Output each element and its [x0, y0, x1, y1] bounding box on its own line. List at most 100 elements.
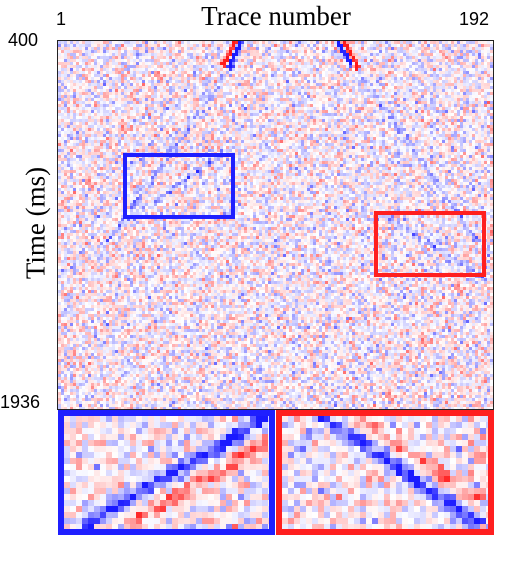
- seismic-cell: [349, 53, 353, 57]
- seismic-cell: [73, 71, 77, 75]
- seismic-cell: [187, 44, 191, 48]
- seismic-cell: [190, 86, 194, 90]
- seismic-cell: [187, 95, 191, 99]
- seismic-cell: [67, 119, 71, 123]
- seismic-cell: [151, 80, 155, 84]
- seismic-cell: [187, 77, 191, 81]
- seismic-cell: [112, 56, 116, 60]
- seismic-cell: [424, 140, 428, 144]
- seismic-cell: [76, 98, 80, 102]
- seismic-cell: [124, 56, 128, 60]
- seismic-cell: [265, 83, 269, 87]
- seismic-cell: [148, 92, 152, 96]
- seismic-cell: [238, 110, 242, 114]
- seismic-cell: [484, 134, 488, 138]
- seismic-cell: [190, 59, 194, 63]
- seismic-cell: [124, 119, 128, 123]
- seismic-cell: [187, 62, 191, 66]
- seismic-cell: [376, 53, 380, 57]
- seismic-cell: [460, 101, 464, 105]
- seismic-cell: [193, 95, 197, 99]
- seismic-cell: [142, 83, 146, 87]
- seismic-cell: [226, 140, 230, 144]
- seismic-cell: [166, 68, 170, 72]
- seismic-cell: [460, 71, 464, 75]
- seismic-cell: [370, 77, 374, 81]
- seismic-cell: [259, 98, 263, 102]
- seismic-cell: [286, 86, 290, 90]
- seismic-cell: [286, 41, 290, 45]
- seismic-cell: [97, 134, 101, 138]
- seismic-cell: [190, 107, 194, 111]
- seismic-cell: [226, 128, 230, 132]
- seismic-cell: [289, 77, 293, 81]
- seismic-cell: [379, 50, 383, 54]
- seismic-cell: [346, 113, 350, 117]
- seismic-cell: [358, 137, 362, 141]
- seismic-cell: [298, 125, 302, 129]
- seismic-cell: [427, 59, 431, 63]
- seismic-cell: [169, 83, 173, 87]
- seismic-cell: [463, 56, 467, 60]
- seismic-cell: [373, 74, 377, 78]
- seismic-cell: [61, 86, 65, 90]
- seismic-cell: [199, 128, 203, 132]
- seismic-cell: [433, 71, 437, 75]
- seismic-cell: [463, 89, 467, 93]
- seismic-cell: [256, 68, 260, 72]
- seismic-cell: [376, 110, 380, 114]
- seismic-cell: [442, 107, 446, 111]
- seismic-cell: [187, 128, 191, 132]
- seismic-cell: [136, 89, 140, 93]
- seismic-cell: [427, 86, 431, 90]
- seismic-cell: [289, 128, 293, 132]
- seismic-cell: [439, 62, 443, 66]
- seismic-cell: [67, 44, 71, 48]
- seismic-cell: [124, 107, 128, 111]
- seismic-cell: [271, 104, 275, 108]
- seismic-cell: [154, 89, 158, 93]
- seismic-cell: [109, 86, 113, 90]
- seismic-cell: [295, 107, 299, 111]
- seismic-cell: [454, 140, 458, 144]
- seismic-cell: [184, 107, 188, 111]
- seismic-cell: [184, 68, 188, 72]
- seismic-cell: [130, 83, 134, 87]
- seismic-cell: [154, 86, 158, 90]
- seismic-cell: [70, 83, 74, 87]
- seismic-cell: [94, 116, 98, 120]
- seismic-cell: [220, 95, 224, 99]
- seismic-cell: [436, 65, 440, 69]
- seismic-cell: [283, 86, 287, 90]
- seismic-cell: [292, 128, 296, 132]
- seismic-cell: [292, 44, 296, 48]
- seismic-cell: [235, 80, 239, 84]
- seismic-cell: [355, 89, 359, 93]
- seismic-cell: [190, 128, 194, 132]
- seismic-cell: [235, 95, 239, 99]
- seismic-cell: [388, 116, 392, 120]
- seismic-cell: [364, 116, 368, 120]
- seismic-cell: [394, 125, 398, 129]
- seismic-cell: [82, 74, 86, 78]
- seismic-cell: [232, 110, 236, 114]
- seismic-cell: [400, 110, 404, 114]
- seismic-cell: [424, 47, 428, 51]
- seismic-cell: [460, 59, 464, 63]
- seismic-cell: [262, 101, 266, 105]
- seismic-cell: [232, 50, 236, 54]
- seismic-cell: [271, 107, 275, 111]
- seismic-cell: [205, 44, 209, 48]
- seismic-cell: [184, 125, 188, 129]
- seismic-cell: [454, 65, 458, 69]
- seismic-cell: [319, 113, 323, 117]
- seismic-cell: [256, 107, 260, 111]
- seismic-cell: [361, 104, 365, 108]
- seismic-cell: [109, 83, 113, 87]
- seismic-cell: [241, 113, 245, 117]
- seismic-cell: [406, 140, 410, 144]
- seismic-cell: [61, 95, 65, 99]
- seismic-cell: [484, 83, 488, 87]
- seismic-cell: [298, 107, 302, 111]
- seismic-cell: [247, 44, 251, 48]
